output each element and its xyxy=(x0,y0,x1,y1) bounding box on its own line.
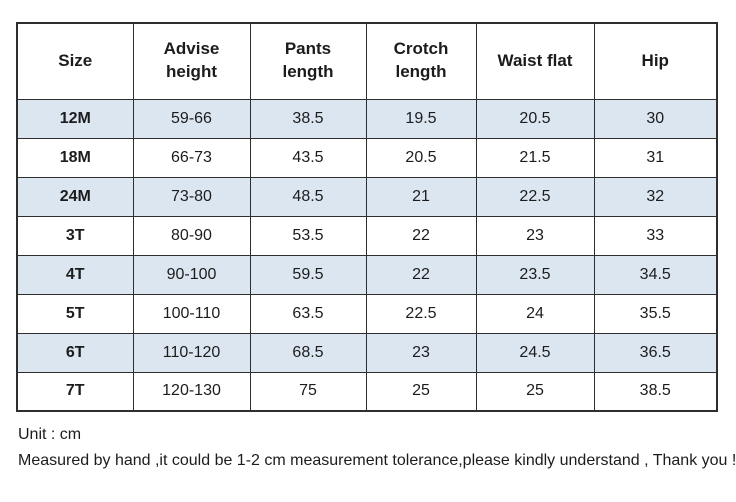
table-cell: 63.5 xyxy=(249,293,367,334)
table-cell: 25 xyxy=(475,371,595,412)
table-cell: 66-73 xyxy=(132,137,251,178)
table-cell: 31 xyxy=(593,137,718,178)
table-cell: 73-80 xyxy=(132,176,251,217)
table-cell: 110-120 xyxy=(132,332,251,373)
table-cell: 19.5 xyxy=(365,98,477,139)
table-cell: 120-130 xyxy=(132,371,251,412)
table-cell: 21.5 xyxy=(475,137,595,178)
table-cell: 33 xyxy=(593,215,718,256)
table-cell: 34.5 xyxy=(593,254,718,295)
table-row-12m: 12M 59-66 38.5 19.5 20.5 30 xyxy=(16,98,718,139)
column-header-crotch-length: Crotch length xyxy=(365,22,477,100)
table-cell: 100-110 xyxy=(132,293,251,334)
table-cell: 22.5 xyxy=(365,293,477,334)
size-cell: 4T xyxy=(16,254,134,295)
table-cell: 21 xyxy=(365,176,477,217)
table-cell: 24.5 xyxy=(475,332,595,373)
size-cell: 24M xyxy=(16,176,134,217)
size-cell: 18M xyxy=(16,137,134,178)
size-cell: 7T xyxy=(16,371,134,412)
table-cell: 32 xyxy=(593,176,718,217)
size-cell: 3T xyxy=(16,215,134,256)
table-cell: 22 xyxy=(365,254,477,295)
size-cell: 6T xyxy=(16,332,134,373)
table-cell: 23 xyxy=(475,215,595,256)
table-cell: 20.5 xyxy=(365,137,477,178)
size-cell: 12M xyxy=(16,98,134,139)
table-cell: 25 xyxy=(365,371,477,412)
table-cell: 59.5 xyxy=(249,254,367,295)
table-cell: 30 xyxy=(593,98,718,139)
table-cell: 43.5 xyxy=(249,137,367,178)
table-cell: 80-90 xyxy=(132,215,251,256)
table-cell: 38.5 xyxy=(249,98,367,139)
table-cell: 36.5 xyxy=(593,332,718,373)
table-row-18m: 18M 66-73 43.5 20.5 21.5 31 xyxy=(16,137,718,178)
table-cell: 23 xyxy=(365,332,477,373)
column-header-hip: Hip xyxy=(593,22,718,100)
unit-label: Unit : cm xyxy=(18,426,82,443)
table-cell: 22.5 xyxy=(475,176,595,217)
table-cell: 23.5 xyxy=(475,254,595,295)
table-row-7t: 7T 120-130 75 25 25 38.5 xyxy=(16,371,718,412)
column-header-waist-flat: Waist flat xyxy=(475,22,595,100)
column-header-pants-length: Pants length xyxy=(249,22,367,100)
size-cell: 5T xyxy=(16,293,134,334)
table-cell: 48.5 xyxy=(249,176,367,217)
table-cell: 68.5 xyxy=(249,332,367,373)
table-cell: 20.5 xyxy=(475,98,595,139)
table-row-24m: 24M 73-80 48.5 21 22.5 32 xyxy=(16,176,718,217)
table-cell: 75 xyxy=(249,371,367,412)
header-row: Size Advise height Pants length Crotch l… xyxy=(16,22,718,100)
table-cell: 24 xyxy=(475,293,595,334)
measurement-tolerance-note: Measured by hand ,it could be 1-2 cm mea… xyxy=(18,452,736,469)
table-row-5t: 5T 100-110 63.5 22.5 24 35.5 xyxy=(16,293,718,334)
table-cell: 90-100 xyxy=(132,254,251,295)
table-cell: 35.5 xyxy=(593,293,718,334)
size-chart-table: Size Advise height Pants length Crotch l… xyxy=(16,22,718,412)
table-cell: 38.5 xyxy=(593,371,718,412)
column-header-size: Size xyxy=(16,22,134,100)
table-cell: 59-66 xyxy=(132,98,251,139)
column-header-advise-height: Advise height xyxy=(132,22,251,100)
table-row-4t: 4T 90-100 59.5 22 23.5 34.5 xyxy=(16,254,718,295)
table-row-3t: 3T 80-90 53.5 22 23 33 xyxy=(16,215,718,256)
table-cell: 53.5 xyxy=(249,215,367,256)
table-cell: 22 xyxy=(365,215,477,256)
table-row-6t: 6T 110-120 68.5 23 24.5 36.5 xyxy=(16,332,718,373)
